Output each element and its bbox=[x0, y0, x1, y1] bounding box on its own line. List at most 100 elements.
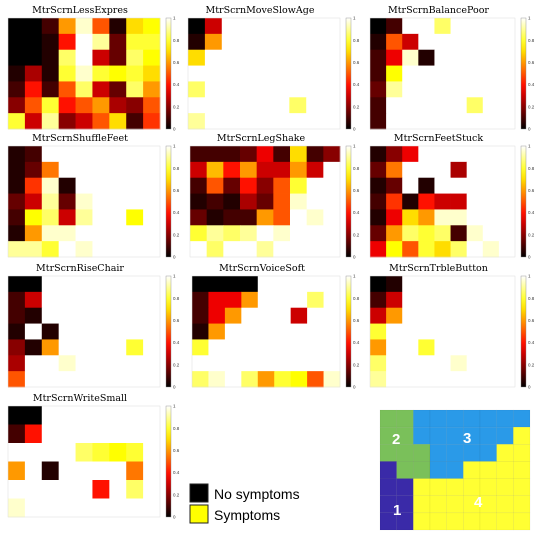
heatmap-cell bbox=[206, 161, 224, 179]
heatmap-cell bbox=[58, 307, 76, 324]
heatmap-cell bbox=[450, 161, 468, 179]
region-cell-3 bbox=[446, 444, 464, 462]
heatmap-cell bbox=[402, 18, 419, 35]
heatmap-cell bbox=[41, 424, 60, 444]
colorbar-tick-label: 0.8 bbox=[528, 166, 535, 171]
heatmap-cell bbox=[8, 193, 26, 210]
heatmap-cell bbox=[386, 161, 403, 179]
region-cell-4 bbox=[446, 495, 464, 514]
heatmap-cell bbox=[466, 161, 484, 179]
heatmap-cell bbox=[272, 18, 290, 35]
heatmap-cell bbox=[450, 276, 468, 293]
heatmap-cell bbox=[402, 146, 419, 163]
heatmap-cell bbox=[482, 339, 500, 356]
region-cell-3 bbox=[479, 409, 497, 428]
heatmap-cell bbox=[8, 443, 26, 462]
heatmap-cell bbox=[24, 406, 43, 425]
heatmap-cell bbox=[75, 480, 93, 499]
region-cell-2 bbox=[379, 409, 397, 428]
heatmap-cell bbox=[126, 291, 144, 309]
colorbar-tick-label: 1 bbox=[173, 16, 176, 21]
colorbar bbox=[520, 145, 527, 258]
heatmap-cell bbox=[75, 355, 93, 372]
heatmap-cell bbox=[41, 307, 60, 324]
heatmap-cell bbox=[92, 339, 110, 356]
heatmap-cell bbox=[255, 65, 273, 82]
heatmap-cell bbox=[402, 33, 419, 51]
heatmap-cell bbox=[8, 113, 26, 130]
colorbar-tick-label: 1 bbox=[353, 274, 356, 279]
heatmap-cell bbox=[386, 146, 403, 163]
heatmap-cell bbox=[92, 161, 110, 179]
heatmap-cell bbox=[307, 339, 324, 356]
heatmap-cell bbox=[126, 81, 144, 98]
heatmap-cell bbox=[109, 177, 127, 194]
region-cell-3 bbox=[429, 426, 447, 445]
heatmap-cell bbox=[109, 307, 127, 324]
heatmap-cell bbox=[386, 193, 403, 210]
heatmap-cell bbox=[386, 355, 403, 372]
heatmap-cell bbox=[241, 355, 259, 372]
heatmap-cell bbox=[418, 146, 435, 163]
heatmap-cell bbox=[289, 81, 307, 98]
heatmap-cell bbox=[126, 161, 144, 179]
colorbar-tick-label: 0 bbox=[173, 127, 176, 132]
heatmap-cell bbox=[450, 241, 468, 258]
heatmap-cell bbox=[450, 49, 468, 66]
heatmap-cell bbox=[41, 177, 60, 194]
heatmap-cell bbox=[92, 241, 110, 258]
heatmap-cell bbox=[434, 49, 451, 66]
heatmap-cell bbox=[75, 424, 93, 444]
heatmap-cell bbox=[143, 146, 161, 163]
heatmap-cell bbox=[273, 193, 291, 210]
heatmap-cell bbox=[8, 33, 26, 51]
heatmap-cell bbox=[290, 193, 308, 210]
region-cell-4 bbox=[413, 512, 431, 531]
heatmap-frame bbox=[187, 17, 341, 130]
heatmap-cell bbox=[241, 371, 259, 388]
heatmap-cell bbox=[289, 97, 307, 114]
heatmap-cell bbox=[126, 177, 144, 194]
heatmap-cell bbox=[8, 498, 26, 518]
region-cell-3 bbox=[479, 426, 497, 445]
heatmap-cell bbox=[370, 65, 387, 82]
colorbar-tick-label: 1 bbox=[528, 16, 531, 21]
heatmap-cell bbox=[126, 33, 144, 51]
colorbar-tick-label: 1 bbox=[353, 144, 356, 149]
heatmap-cell bbox=[75, 177, 93, 194]
heatmap-cell bbox=[386, 177, 403, 194]
heatmap-cell bbox=[24, 443, 43, 462]
heatmap-cell bbox=[58, 65, 76, 82]
heatmap-cell bbox=[58, 49, 76, 66]
heatmap-cell bbox=[498, 291, 516, 309]
heatmap-cell bbox=[58, 113, 76, 130]
heatmap-cell bbox=[402, 97, 419, 114]
heatmap-cell bbox=[92, 461, 110, 481]
heatmap-cell bbox=[370, 355, 387, 372]
heatmap-cell bbox=[434, 65, 451, 82]
heatmap-cell bbox=[109, 276, 127, 293]
heatmap-cell bbox=[75, 498, 93, 518]
heatmap-cell bbox=[418, 225, 435, 242]
heatmap-cell bbox=[306, 161, 324, 179]
heatmap-cell bbox=[58, 97, 76, 114]
colorbar-tick-label: 0.6 bbox=[173, 60, 180, 65]
heatmap-cell bbox=[109, 97, 127, 114]
heatmap-cell bbox=[190, 225, 208, 242]
heatmap-cell bbox=[92, 193, 110, 210]
heatmap-cell bbox=[109, 225, 127, 242]
heatmap-frame bbox=[7, 275, 161, 388]
heatmap-cell bbox=[41, 113, 60, 130]
colorbar-tick-label: 0.6 bbox=[353, 318, 360, 323]
heatmap-cell bbox=[24, 146, 43, 163]
colorbar-tick-label: 0.2 bbox=[173, 232, 180, 237]
heatmap-cell bbox=[450, 65, 468, 82]
heatmap-cell bbox=[192, 371, 209, 388]
heatmap-cell bbox=[402, 65, 419, 82]
heatmap-cell bbox=[418, 81, 435, 98]
heatmap-panel: MtrScrnBalancePoor 1 0.8 0.6 0.4 0.2 0 bbox=[369, 5, 535, 132]
region-cell-4 bbox=[463, 461, 481, 479]
colorbar bbox=[520, 17, 527, 130]
heatmap-cell bbox=[24, 307, 43, 324]
heatmap-cell bbox=[143, 355, 161, 372]
